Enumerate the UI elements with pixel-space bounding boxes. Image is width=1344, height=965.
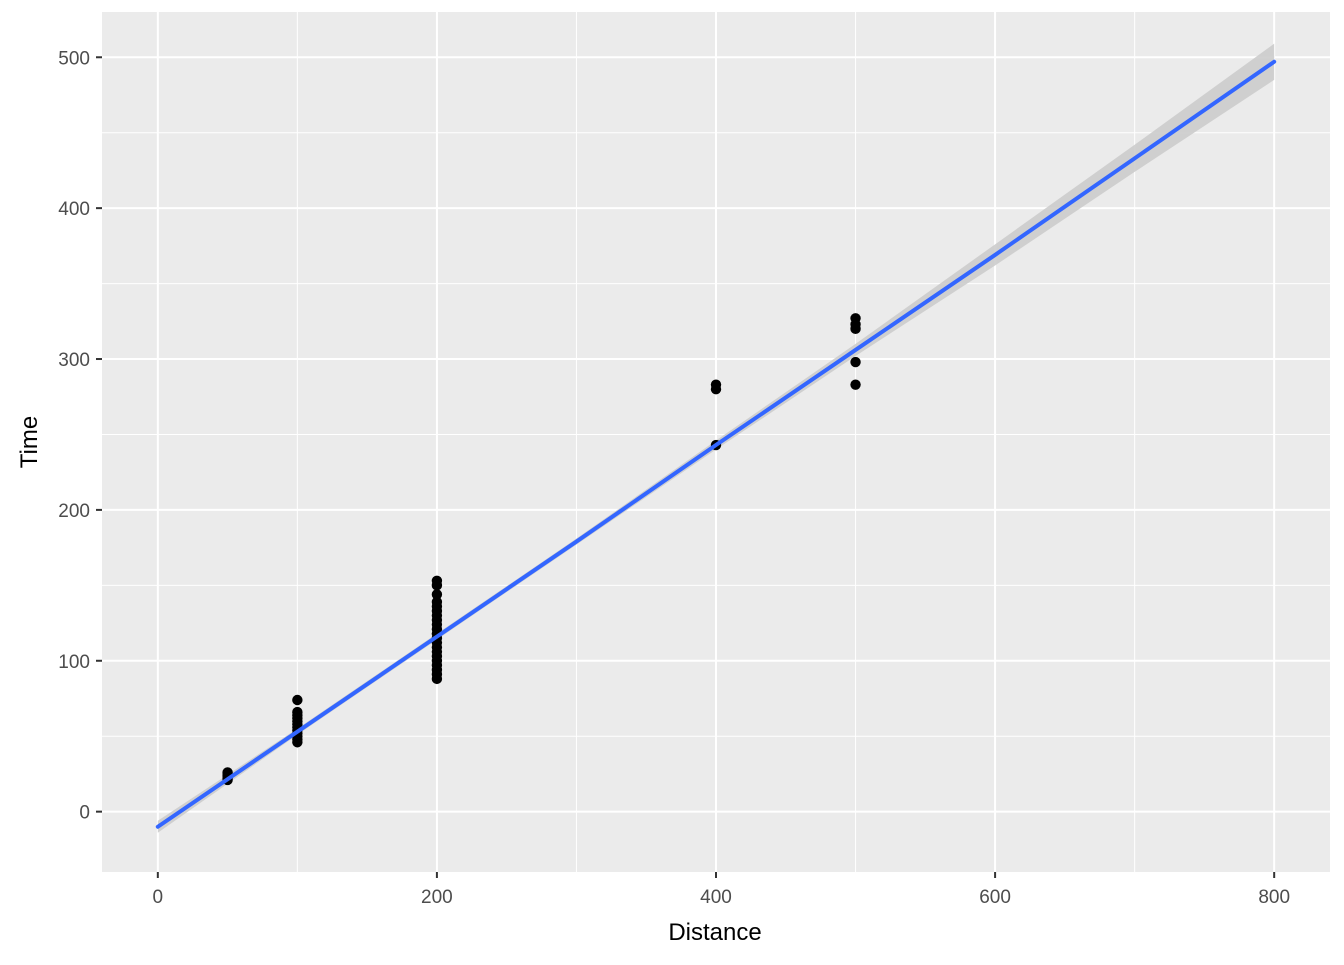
y-tick-label: 200: [58, 501, 90, 522]
y-axis: 0 100 200 300 400 500: [58, 48, 102, 824]
data-point: [292, 694, 303, 706]
data-point: [710, 379, 722, 390]
data-point: [850, 356, 861, 368]
y-tick-label: 300: [58, 350, 90, 371]
data-point: [850, 379, 861, 390]
y-tick-label: 500: [58, 48, 90, 69]
y-axis-title: Time: [16, 416, 43, 468]
data-point: [431, 575, 443, 587]
fit-line: [155, 59, 1277, 829]
data-point: [292, 706, 303, 718]
y-tick-label: 0: [79, 803, 90, 824]
x-tick-label: 400: [700, 887, 732, 908]
y-tick-label: 100: [58, 652, 90, 673]
major-gridlines: [102, 12, 1330, 872]
x-axis-title: Distance: [668, 919, 761, 946]
x-tick-label: 200: [421, 887, 453, 908]
x-tick-label: 800: [1258, 887, 1290, 908]
x-axis: 0 200 400 600 800: [153, 872, 1290, 908]
data-point: [431, 596, 443, 608]
data-point: [850, 313, 861, 324]
data-point: [431, 589, 443, 600]
x-tick-label: 0: [153, 887, 164, 908]
y-tick-label: 400: [58, 199, 90, 220]
x-tick-label: 600: [979, 887, 1011, 908]
